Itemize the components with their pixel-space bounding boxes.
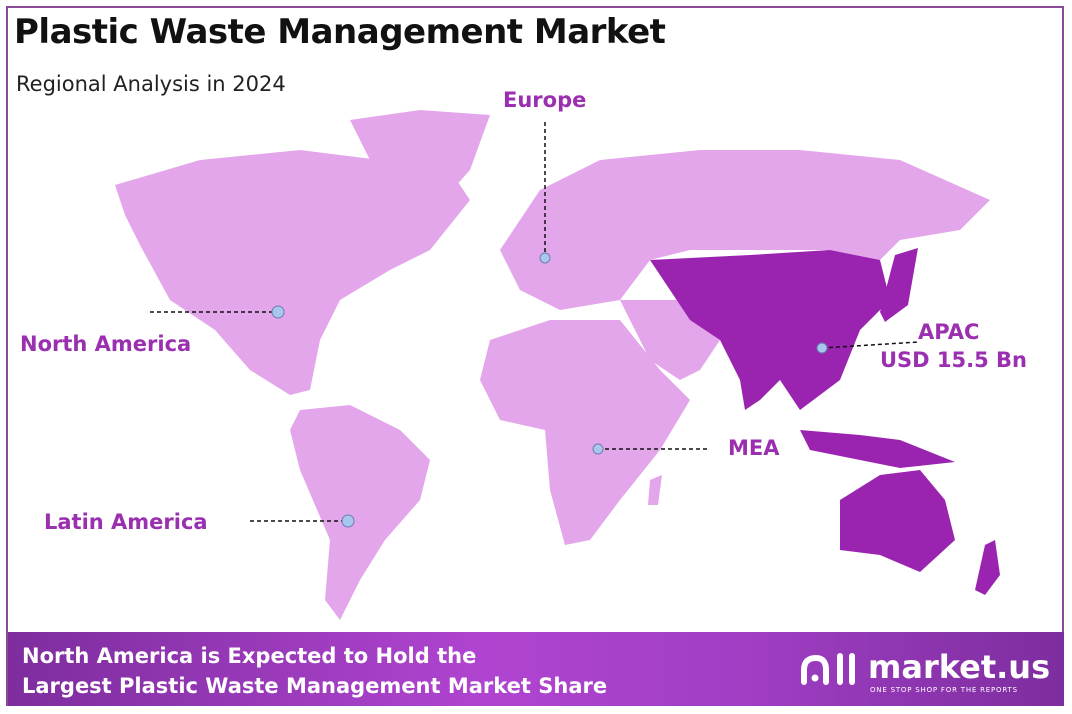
europe-marker <box>539 252 551 264</box>
apac-label: APAC <box>918 320 980 344</box>
north-america-shape <box>115 140 470 395</box>
page-title: Plastic Waste Management Market <box>14 12 666 52</box>
apac-marker <box>816 342 828 354</box>
indonesia-shape <box>800 430 955 468</box>
europe-label: Europe <box>503 88 587 112</box>
south-america-shape <box>290 405 430 620</box>
europe-north-asia-shape <box>500 150 990 310</box>
latin-america-marker <box>341 514 355 528</box>
japan-shape <box>880 248 918 322</box>
apac-asia-shape <box>650 250 890 410</box>
footer-banner: North America is Expected to Hold the La… <box>8 632 1064 706</box>
apac-value: USD 15.5 Bn <box>880 348 1027 372</box>
north-america-label: North America <box>20 332 192 356</box>
logo-mark-icon <box>801 653 855 685</box>
footer-line-2: Largest Plastic Waste Management Market … <box>22 674 608 698</box>
greenland-shape <box>350 110 490 215</box>
apac-leader-line <box>821 341 919 349</box>
page-subtitle: Regional Analysis in 2024 <box>16 72 286 96</box>
madagascar-shape <box>648 475 662 505</box>
new-zealand-shape <box>975 540 1000 595</box>
logo-wordmark: market.us <box>868 648 1051 686</box>
latin-america-label: Latin America <box>44 510 208 534</box>
logo-tagline: ONE STOP SHOP FOR THE REPORTS <box>870 686 1018 694</box>
footer-line-1: North America is Expected to Hold the <box>22 644 477 668</box>
mea-marker <box>592 443 604 455</box>
africa-shape <box>480 320 690 545</box>
mea-label: MEA <box>728 436 780 460</box>
north-america-marker <box>271 305 285 319</box>
australia-shape <box>840 470 955 572</box>
market-us-logo: market.us ONE STOP SHOP FOR THE REPORTS <box>798 648 1050 694</box>
